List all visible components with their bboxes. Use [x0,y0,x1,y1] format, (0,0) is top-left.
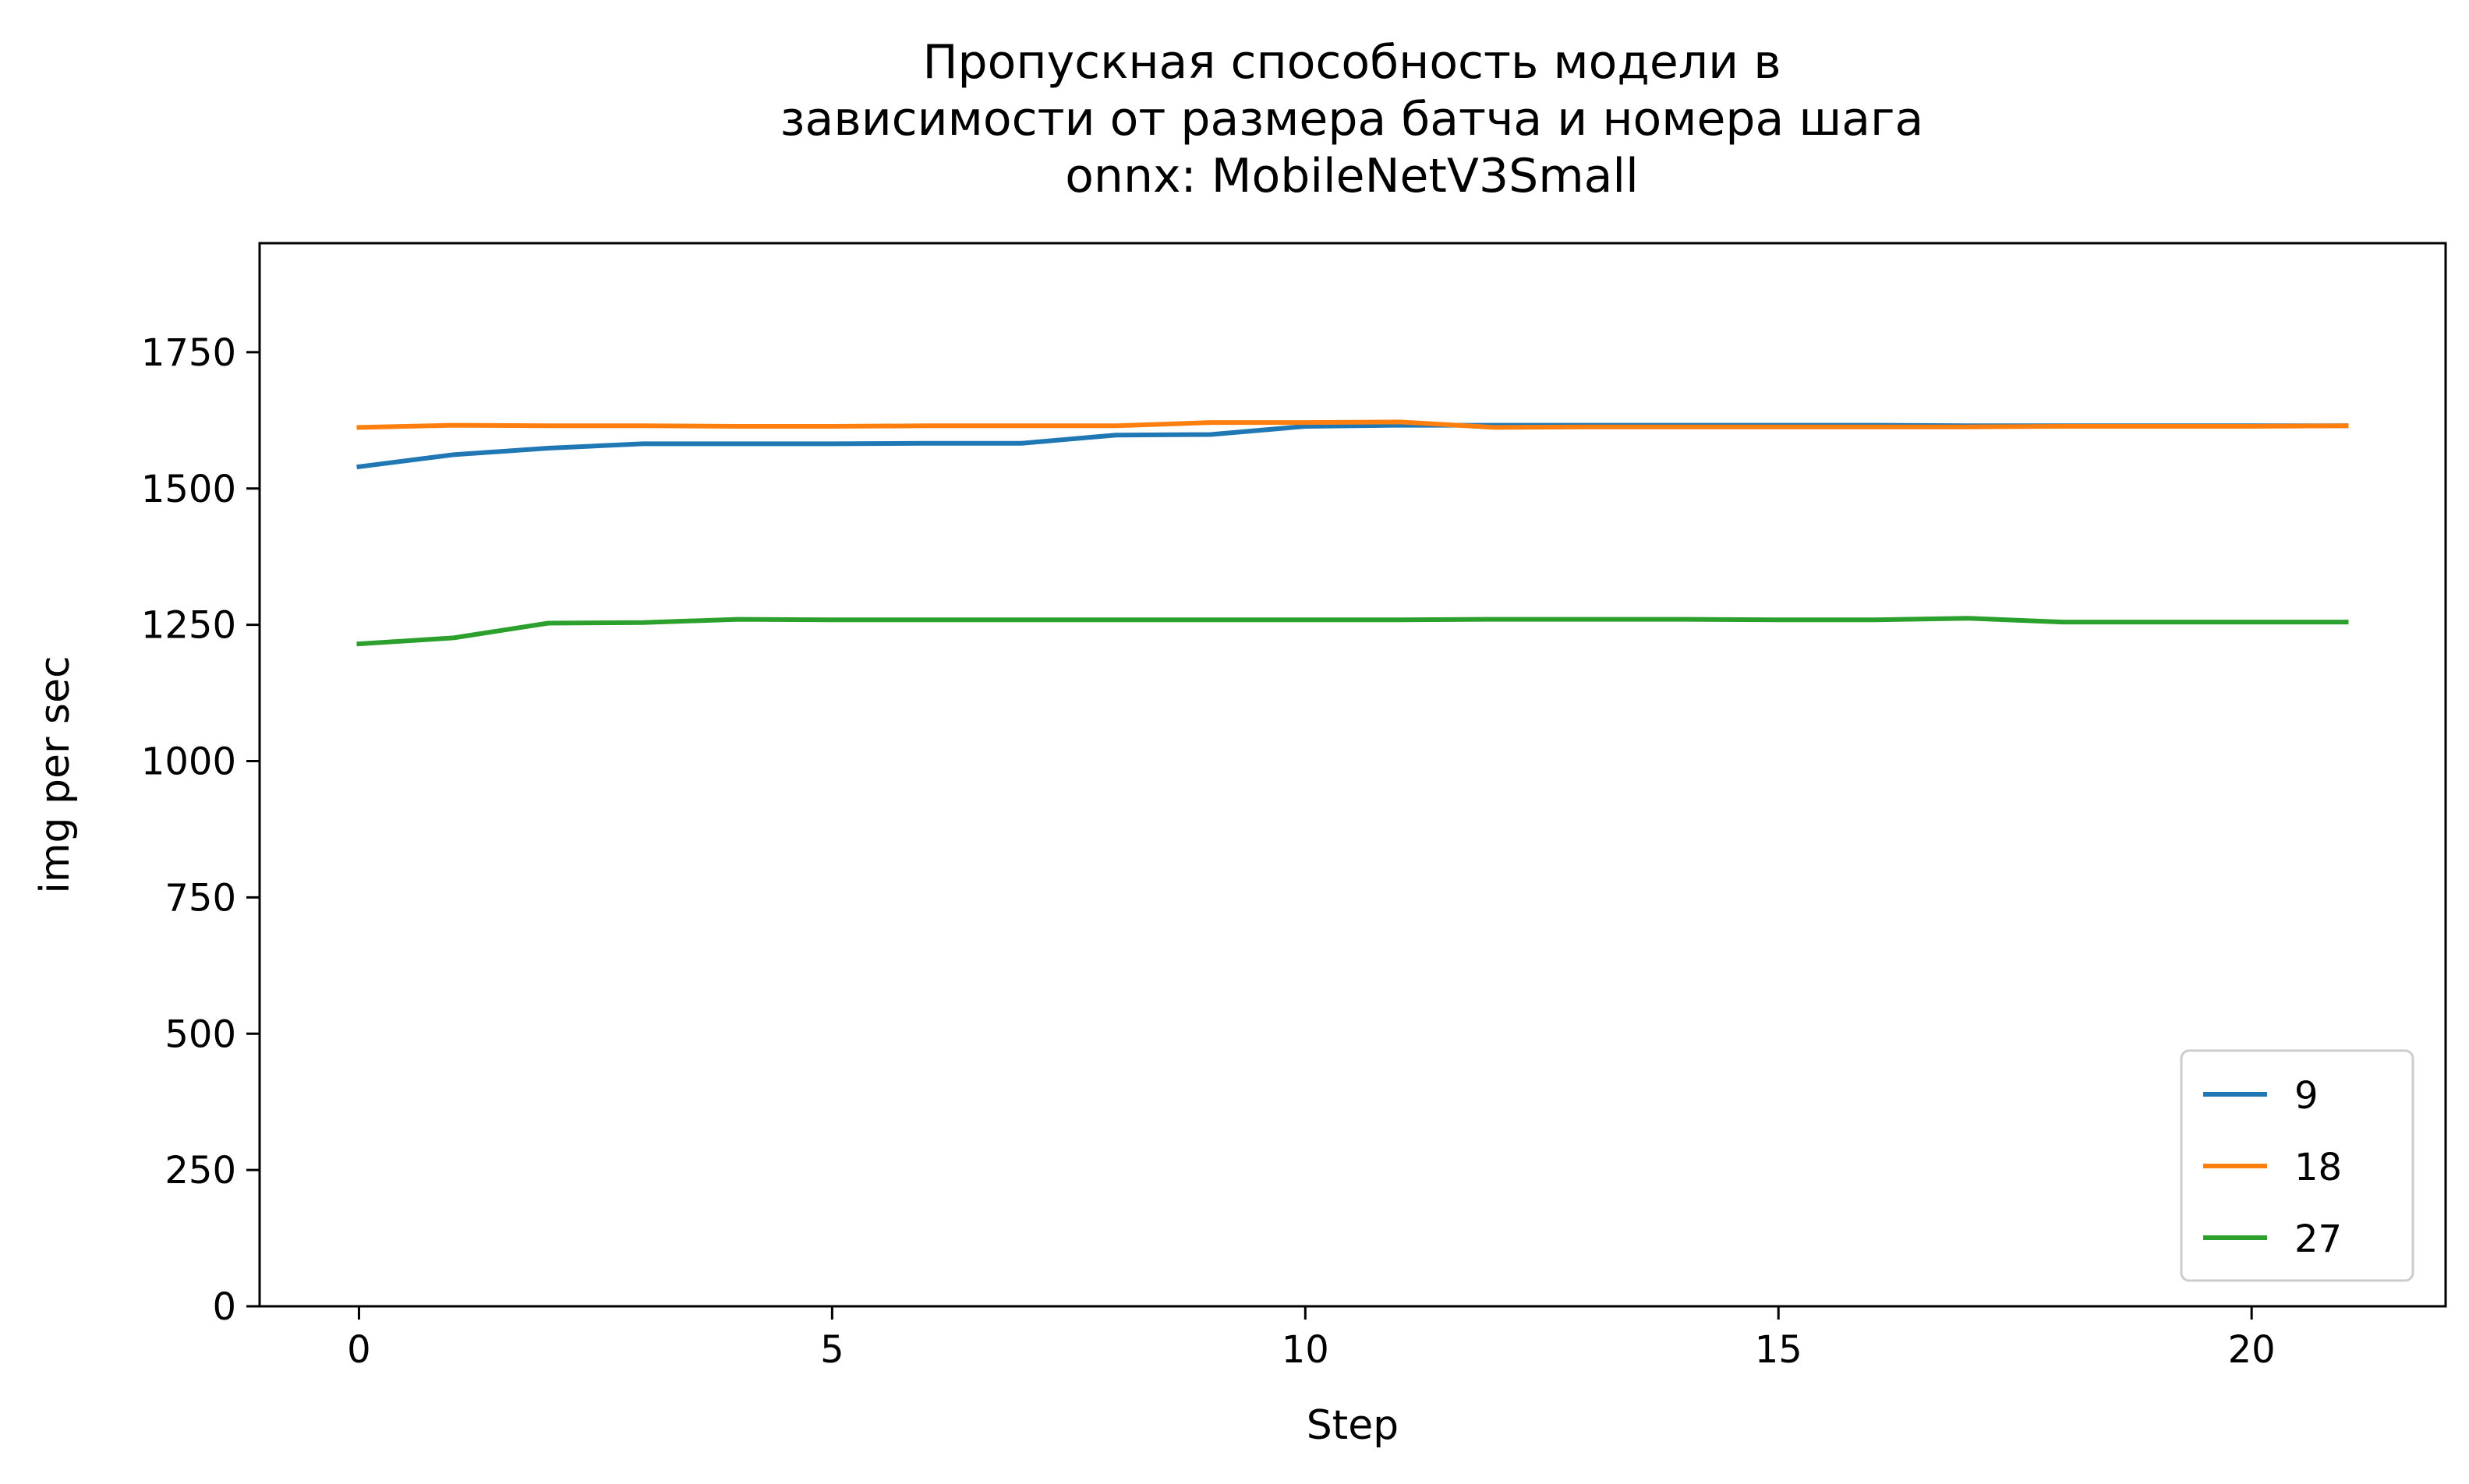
x-tick-label: 5 [820,1328,844,1372]
series-line-9 [356,422,2349,470]
y-tick-label: 1250 [141,604,236,648]
x-axis-ticks: 0 5 10 15 20 [347,1306,2276,1372]
legend-label: 9 [2294,1074,2319,1118]
y-tick-label: 250 [164,1149,236,1192]
y-tick-label: 500 [164,1012,236,1056]
y-tick-label: 1000 [141,740,236,784]
plot-frame [258,242,2447,1308]
x-axis-label: Step [1307,1402,1399,1449]
y-tick-label: 750 [164,876,236,920]
x-tick-label: 20 [2228,1328,2276,1372]
x-tick-label: 15 [1755,1328,1802,1372]
legend-item-9: 9 [2203,1074,2319,1118]
series-lines [356,419,2349,647]
y-tick-label: 0 [212,1285,236,1329]
chart-title-line-2: зависимости от размера батча и номера ша… [780,92,1924,147]
legend-item-18: 18 [2203,1146,2342,1189]
y-tick-label: 1500 [141,468,236,511]
series-line-27 [356,616,2349,647]
x-tick-label: 10 [1282,1328,1329,1372]
legend-item-27: 27 [2203,1217,2342,1261]
y-axis-ticks: 0 250 500 750 1000 1250 1500 1750 [141,331,260,1329]
series-line-18 [356,419,2349,430]
chart-title-line-3: onnx: MobileNetV3Small [1065,149,1639,203]
legend-label: 18 [2294,1146,2342,1189]
x-tick-label: 0 [347,1328,371,1372]
legend-label: 27 [2294,1217,2342,1261]
legend: 9 18 27 [2180,1049,2414,1282]
chart-title-line-1: Пропускная способность модели в [922,35,1781,90]
y-tick-label: 1750 [141,331,236,375]
chart-title: Пропускная способность модели взависимос… [780,35,1924,203]
y-axis-label: img per sec [32,655,79,893]
legend-box [2180,1049,2414,1282]
